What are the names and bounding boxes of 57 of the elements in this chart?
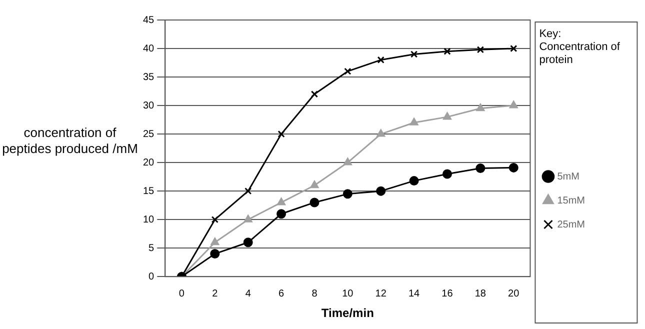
y-tick-label: 5 [148,242,155,254]
point [277,198,286,206]
y-tick-label: 35 [143,72,155,83]
x-tick-label: 10 [342,288,354,300]
y-tick-label: 15 [143,186,155,197]
point [476,164,486,174]
point [410,50,418,58]
x-tick-label: 14 [408,288,420,300]
point [276,209,286,219]
y-tick-label: 25 [143,128,155,140]
x-tick-label: 8 [312,288,318,300]
point [376,129,386,137]
point [410,118,418,126]
point [444,48,451,55]
point [376,186,386,196]
x-axis-title: Time/min [321,306,374,320]
point [342,189,352,199]
y-axis-title: concentration of peptides produced /mM [1,125,139,157]
point [443,112,452,120]
legend-label: 25mM [557,219,586,230]
point [210,249,220,259]
legend-label: 5mM [557,171,580,182]
point [278,130,285,138]
point [211,216,218,224]
x-tick-label: 2 [212,288,218,300]
x-tick-label: 16 [442,288,454,300]
point [409,176,419,186]
y-tick-label: 40 [143,43,155,54]
point [244,187,252,195]
point [510,44,518,52]
point [210,238,220,246]
point [344,68,352,75]
point [244,214,252,222]
legend-label: 15mM [557,195,586,206]
x-tick-label: 6 [278,288,285,300]
y-tick-label: 20 [143,157,155,168]
legend-title: Key: Concentration of protein [539,28,621,67]
x-tick-label: 12 [375,288,387,300]
y-tick-label: 10 [143,214,155,226]
point [343,158,352,166]
point [243,238,253,248]
point [476,46,484,54]
point [442,169,452,179]
x-tick-label: 0 [178,288,185,300]
point [508,162,518,172]
point [310,180,319,188]
y-tick-label: 30 [143,100,155,112]
y-tick-label: 0 [148,271,155,282]
point [509,100,518,108]
y-tick-label: 45 [143,14,155,26]
point [476,104,485,112]
point [310,90,318,98]
point [310,198,320,208]
x-tick-label: 4 [245,288,252,300]
x-tick-label: 18 [474,288,486,300]
point [377,56,384,64]
x-tick-label: 20 [508,288,520,300]
